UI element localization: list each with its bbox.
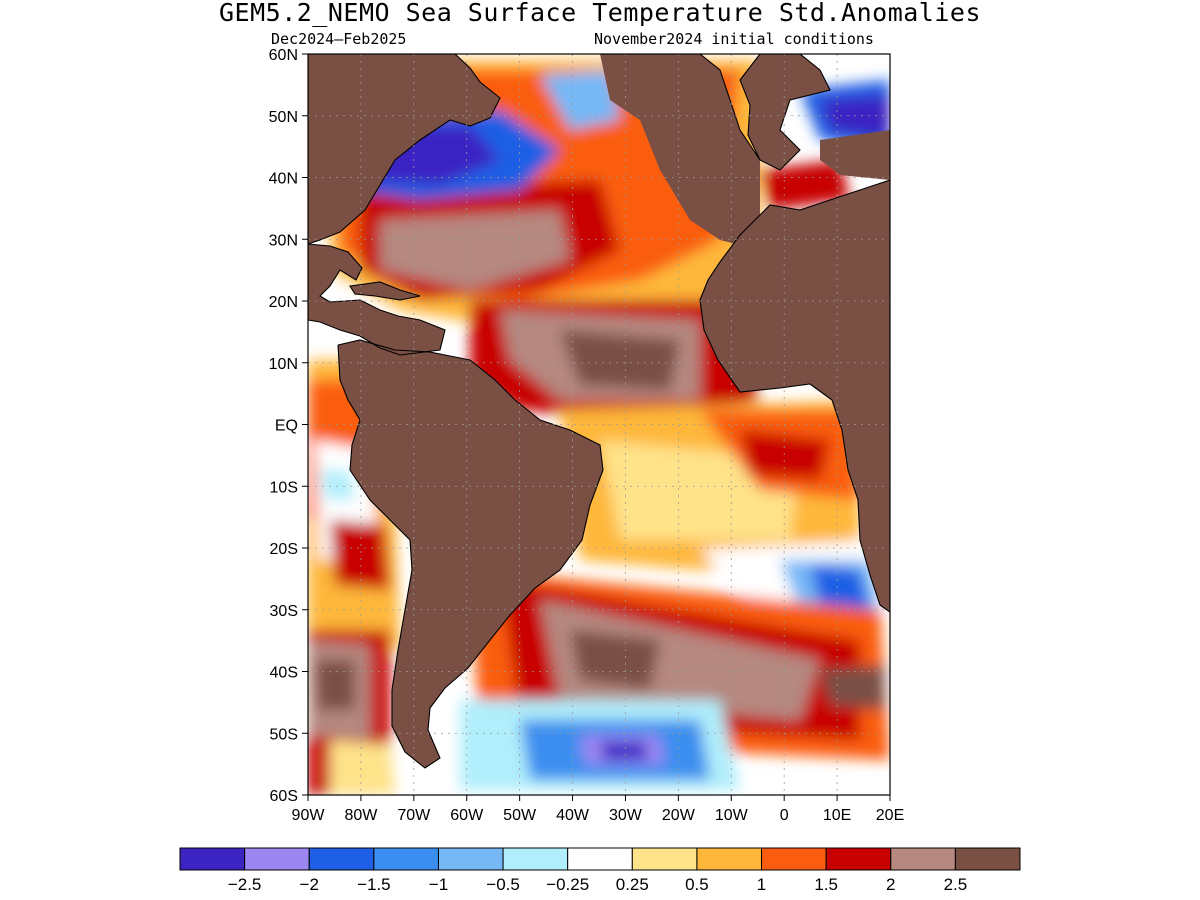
land-mass (740, 54, 830, 170)
latitude-tick-label: 50N (269, 109, 298, 126)
colorbar-swatch (179, 847, 246, 871)
colorbar-swatch (437, 847, 504, 871)
colorbar-swatch (567, 847, 633, 871)
longitude-tick-label: 20E (876, 807, 904, 824)
colorbar-label: −2.5 (228, 875, 262, 894)
longitude-tick-label: 10W (715, 807, 749, 824)
longitude-tick-label: 30W (609, 807, 643, 824)
latitude-tick-label: 20N (269, 294, 298, 311)
longitude-tick-label: 90W (292, 807, 326, 824)
colorbar-swatch (761, 847, 827, 871)
latitude-tick-label: 30N (269, 232, 298, 249)
latitude-tick-label: 10S (270, 479, 298, 496)
colorbar-swatch (890, 847, 956, 871)
colorbar-label: −2 (300, 875, 319, 894)
latitude-tick-label: 60S (270, 788, 298, 805)
colorbar-swatch (954, 847, 1021, 871)
longitude-labels: 90W 80W 70W 60W 50W 40W 30W 20W 10W 0 10E 20E (292, 795, 904, 824)
land (308, 54, 890, 795)
latitude-tick-label: EQ (275, 418, 298, 435)
colorbar: −2.5 −2 −1.5 −1 −0.5 −0.25 0.25 0.5 1 1.5 2 2.5 (179, 847, 1021, 894)
colorbar-label: 2 (886, 875, 895, 894)
colorbar-swatch (502, 847, 569, 871)
longitude-tick-label: 80W (344, 807, 378, 824)
graticule (308, 54, 890, 795)
coastlines (308, 54, 890, 769)
coastline (739, 54, 831, 171)
coastline (308, 54, 501, 245)
longitude-tick-label: 50W (503, 807, 537, 824)
longitude-tick-label: 20W (662, 807, 696, 824)
colorbar-label: −0.5 (486, 875, 520, 894)
coastline (699, 179, 890, 613)
longitude-tick-label: 10E (823, 807, 851, 824)
colorbar-swatch (244, 847, 310, 871)
colorbar-label: 1 (757, 875, 766, 894)
land-mass (308, 244, 445, 355)
longitude-tick-label: 70W (397, 807, 431, 824)
coastline (308, 243, 446, 356)
latitude-tick-label: 40N (269, 171, 298, 188)
coastline (600, 54, 761, 161)
longitude-tick-label: 0 (780, 807, 789, 824)
latitude-tick-label: 60N (269, 47, 298, 64)
colorbar-label: 0.25 (616, 875, 649, 894)
latitude-tick-label: 50S (270, 726, 298, 743)
land-mass (308, 54, 500, 244)
longitude-tick-label: 60W (450, 807, 484, 824)
longitude-tick-label: 40W (556, 807, 590, 824)
colorbar-label: −1.5 (357, 875, 391, 894)
latitude-tick-label: 40S (270, 665, 298, 682)
initial-conditions: November2024 initial conditions (594, 30, 874, 48)
figure-title: GEM5.2_NEMO Sea Surface Temperature Std.… (218, 0, 981, 27)
colorbar-label: 1.5 (814, 875, 838, 894)
colorbar-swatch (696, 847, 763, 871)
colorbar-label: −1 (429, 875, 448, 894)
land-mass (338, 340, 603, 768)
land-mass (600, 54, 760, 250)
colorbar-swatch (373, 847, 439, 871)
forecast-period: Dec2024–Feb2025 (271, 30, 407, 48)
land-mass (350, 282, 420, 300)
latitude-tick-label: 20S (270, 541, 298, 558)
latitude-labels: 60N 50N 40N 30N 20N 10N EQ 10S 20S 30S 40S 50S 60S (269, 47, 308, 805)
latitude-tick-label: 30S (270, 603, 298, 620)
coastline (337, 339, 604, 769)
colorbar-swatch (825, 847, 892, 871)
colorbar-swatch (308, 847, 375, 871)
latitude-tick-label: 10N (269, 356, 298, 373)
colorbar-label: −0.25 (546, 875, 589, 894)
colorbar-label: 0.5 (685, 875, 709, 894)
colorbar-label: 2.5 (944, 875, 968, 894)
map-field (308, 54, 890, 795)
colorbar-swatch (631, 847, 698, 871)
land-mass (820, 130, 890, 180)
coastline (349, 281, 421, 301)
